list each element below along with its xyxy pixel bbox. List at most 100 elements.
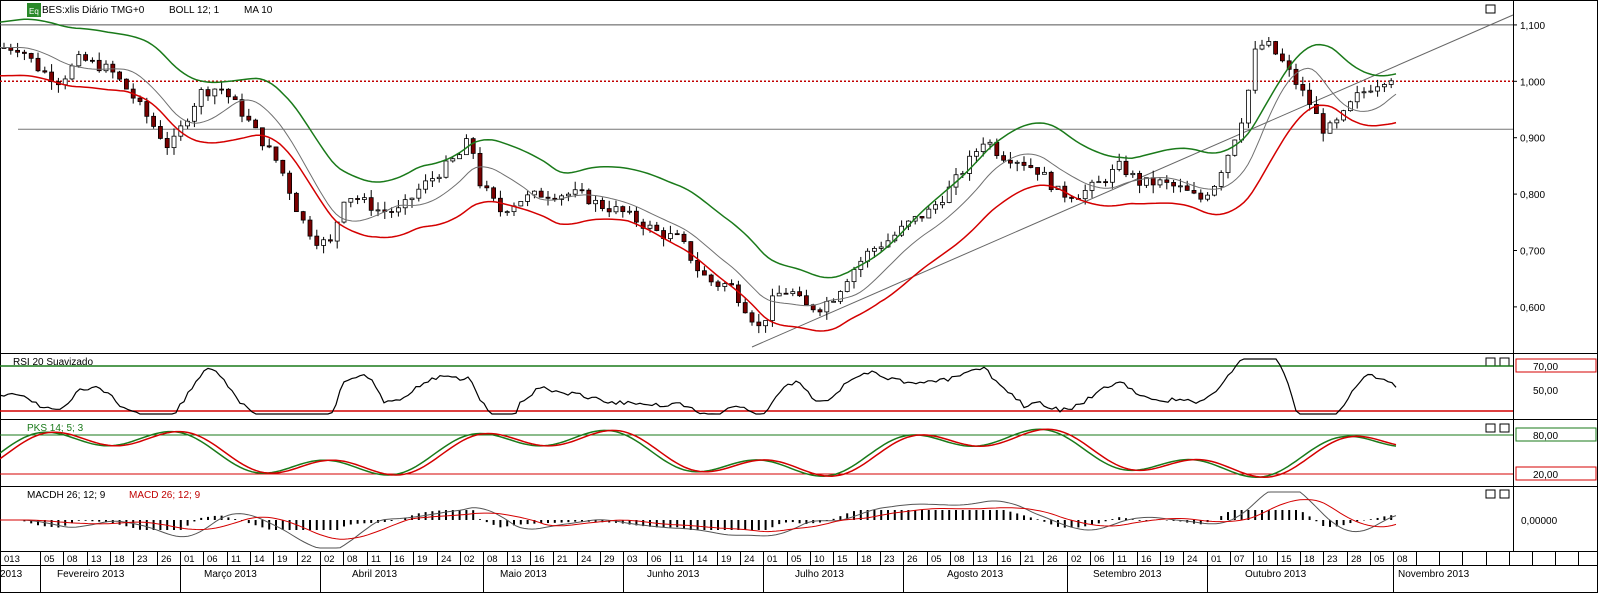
candle-body	[1273, 41, 1278, 55]
x-day-label: 13	[511, 554, 522, 565]
candle-body	[1116, 160, 1122, 170]
candle-body	[878, 246, 884, 249]
candle-body	[232, 96, 238, 101]
x-day-label: 16	[534, 554, 545, 565]
x-day-label: 29	[604, 554, 615, 565]
candle-body	[974, 151, 979, 157]
candle-body	[1184, 185, 1190, 191]
candle-body	[919, 216, 925, 219]
boll-indicator-label[interactable]: BOLL 12; 1	[169, 5, 220, 16]
candle-body	[35, 57, 41, 72]
candle-body	[164, 138, 170, 149]
candle-body	[307, 219, 313, 237]
x-day-label: 18	[1304, 554, 1315, 565]
x-day-label: 21	[557, 554, 568, 565]
candle-body	[103, 63, 109, 72]
x-day-label: 05	[931, 554, 942, 565]
x-day-label: 03	[627, 554, 638, 565]
x-day-label: 06	[1094, 554, 1105, 565]
candle-body	[416, 188, 422, 199]
x-day-label: 01	[767, 554, 778, 565]
candle-body	[872, 248, 877, 252]
candle-body	[688, 241, 694, 261]
candle-body	[1246, 89, 1251, 124]
candle-body	[334, 221, 340, 242]
candles	[1, 37, 1394, 334]
candle-body	[1300, 84, 1306, 91]
moving-average-line	[0, 47, 1397, 307]
candle-body	[967, 155, 972, 174]
x-day-label: 08	[487, 554, 498, 565]
x-day-label: 08	[1397, 554, 1408, 565]
x-day-label: 18	[114, 554, 125, 565]
candle-body	[1307, 89, 1312, 105]
candle-body	[831, 300, 836, 303]
candle-body	[348, 198, 354, 203]
candle-body	[273, 146, 279, 161]
candle-body	[708, 274, 714, 283]
x-day-label: 06	[207, 554, 218, 565]
pks-header[interactable]: PKS 14; 5; 3	[27, 423, 84, 434]
x-day-label: 05	[44, 554, 55, 565]
y-tick-label: 1,100	[1520, 21, 1545, 32]
instrument-title[interactable]: BES:xlis Diário TMG+0	[42, 5, 145, 16]
candle-body	[395, 207, 401, 213]
candle-body	[212, 88, 218, 97]
candle-body	[402, 199, 408, 209]
candle-body	[436, 176, 442, 180]
candle-body	[191, 105, 197, 122]
candle-body	[715, 281, 721, 287]
candle-body	[477, 152, 483, 187]
candle-body	[375, 209, 381, 212]
x-day-label: 23	[1327, 554, 1338, 565]
candle-body	[1035, 167, 1040, 175]
candle-body	[1021, 161, 1027, 166]
candle-body	[327, 239, 333, 242]
x-axis: 013 05 08 13 18 23 26 01 06 11 14 19 22 02 08 11 16 19 24 0…	[0, 551, 1598, 593]
candle-body	[124, 78, 129, 90]
rsi-header[interactable]: RSI 20 Suavizado	[13, 357, 93, 368]
candle-body	[1252, 48, 1258, 91]
candle-body	[1069, 196, 1074, 199]
candle-body	[640, 221, 646, 229]
candle-body	[613, 206, 619, 213]
candle-body	[579, 189, 585, 192]
panel-window-icon	[1485, 489, 1496, 499]
y-tick-label: 0,700	[1520, 246, 1545, 257]
x-day-label: 11	[371, 554, 381, 565]
candle-body	[1334, 119, 1340, 124]
candle-body	[1001, 155, 1006, 161]
candle-body	[287, 172, 293, 194]
candle-body	[28, 53, 34, 59]
candle-body	[634, 210, 639, 223]
x-month-label: Agosto 2013	[947, 569, 1004, 580]
candle-body	[940, 202, 945, 206]
candle-body	[695, 259, 700, 272]
x-day-label: 01	[1211, 554, 1222, 565]
candle-body	[681, 233, 687, 243]
rsi-level-box	[1515, 358, 1597, 373]
pks-d-line	[0, 428, 1397, 478]
candle-body	[69, 65, 75, 80]
macd-header[interactable]: MACD 26; 12; 9	[129, 490, 201, 501]
bollinger-lower-band	[0, 74, 1397, 332]
candle-body	[783, 292, 789, 295]
candle-body	[566, 193, 571, 197]
x-day-label: 10	[1257, 554, 1268, 565]
candle-body	[1205, 194, 1210, 200]
x-day-label: 11	[1117, 554, 1127, 565]
x-month-label: Fevereiro 2013	[57, 569, 125, 580]
candle-body	[137, 97, 143, 102]
x-month-label: Outubro 2013	[1245, 569, 1307, 580]
candle-body	[1388, 80, 1394, 85]
x-day-label: 14	[254, 554, 265, 565]
macdh-header[interactable]: MACDH 26; 12; 9	[27, 490, 106, 501]
x-day-label: 26	[907, 554, 918, 565]
ma-indicator-label[interactable]: MA 10	[244, 5, 273, 16]
candle-body	[504, 211, 510, 214]
candle-body	[749, 312, 755, 323]
candle-body	[1368, 90, 1374, 93]
candle-body	[1096, 181, 1102, 184]
candle-body	[1382, 84, 1387, 88]
